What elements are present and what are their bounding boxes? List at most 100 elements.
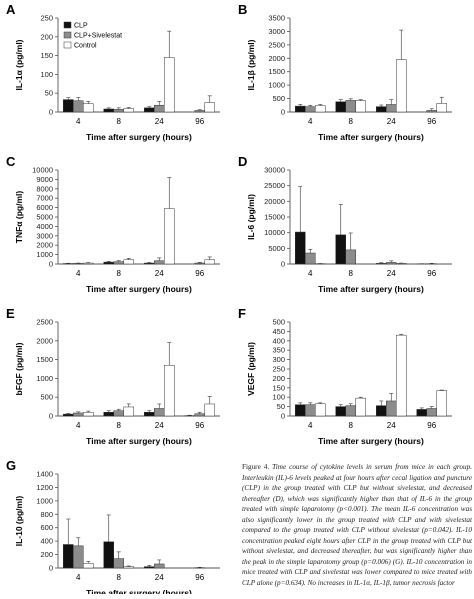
x-tick-label: 24	[387, 421, 396, 430]
bar	[114, 262, 124, 264]
y-tick-label: 300	[272, 355, 285, 364]
bar	[124, 260, 134, 264]
x-tick-label: 8	[349, 269, 354, 278]
y-tick-label: 0	[49, 260, 53, 269]
y-axis-label: TNFα (pg/ml)	[14, 191, 24, 244]
x-axis-label: Time after surgery (hours)	[86, 284, 192, 294]
bar	[144, 108, 154, 112]
bar	[195, 110, 205, 112]
legend-label: CLP+Sivelestat	[74, 33, 122, 40]
y-tick-label: 150	[272, 383, 285, 392]
panel-letter: E	[6, 306, 15, 321]
bar	[83, 263, 93, 264]
x-tick-label: 96	[195, 269, 204, 278]
y-axis-label: IL-6 (pg/ml)	[246, 194, 256, 240]
y-tick-label: 5000	[36, 213, 53, 222]
y-axis-label: IL-1β (pg/ml)	[246, 39, 256, 90]
bar	[164, 365, 174, 416]
bar	[124, 407, 134, 416]
y-tick-label: 25000	[264, 181, 285, 190]
bar	[63, 100, 73, 112]
y-tick-label: 200	[272, 374, 285, 383]
y-axis-label: bFGF (pg/ml)	[14, 342, 24, 395]
panel-letter: D	[238, 154, 247, 169]
bar	[386, 104, 396, 112]
y-tick-label: 100	[40, 70, 53, 79]
y-tick-label: 30000	[264, 166, 285, 175]
y-tick-label: 350	[272, 346, 285, 355]
y-tick-label: 0	[281, 260, 285, 269]
y-tick-label: 50	[45, 89, 53, 98]
bar	[427, 408, 437, 416]
y-tick-label: 1500	[268, 67, 285, 76]
x-tick-label: 8	[117, 573, 122, 582]
x-tick-label: 96	[195, 573, 204, 582]
bar	[73, 101, 83, 112]
caption-text: Time course of cytokine levels in serum …	[242, 463, 472, 587]
bar	[305, 405, 315, 416]
caption-label: Figure 4.	[242, 463, 269, 471]
y-tick-label: 10000	[32, 166, 53, 175]
bar	[195, 263, 205, 264]
y-tick-label: 250	[40, 14, 53, 23]
y-tick-label: 0	[281, 412, 285, 421]
bar	[336, 407, 346, 416]
x-tick-label: 4	[308, 117, 313, 126]
y-tick-label: 500	[272, 318, 285, 327]
x-tick-label: 4	[76, 269, 81, 278]
y-tick-label: 2000	[36, 336, 53, 345]
bar	[114, 109, 124, 112]
y-tick-label: 2000	[268, 54, 285, 63]
y-tick-label: 8000	[36, 184, 53, 193]
y-tick-label: 150	[40, 51, 53, 60]
bar	[346, 250, 356, 264]
x-tick-label: 96	[427, 269, 436, 278]
bar	[205, 260, 215, 264]
y-tick-label: 600	[40, 523, 53, 532]
x-tick-label: 4	[76, 421, 81, 430]
bar	[144, 263, 154, 264]
bar	[124, 567, 134, 568]
bar	[154, 261, 164, 264]
bar	[144, 412, 154, 416]
bar	[396, 60, 406, 112]
bar	[114, 559, 124, 568]
x-axis-label: Time after surgery (hours)	[86, 588, 192, 594]
x-tick-label: 24	[155, 269, 164, 278]
bar	[63, 414, 73, 416]
y-tick-label: 9000	[36, 175, 53, 184]
y-tick-label: 200	[40, 32, 53, 41]
y-tick-label: 7000	[36, 194, 53, 203]
bar	[195, 414, 205, 416]
bar	[305, 253, 315, 264]
bar	[376, 406, 386, 416]
y-tick-label: 450	[272, 327, 285, 336]
x-tick-label: 24	[387, 269, 396, 278]
y-tick-label: 0	[281, 108, 285, 117]
bar	[83, 412, 93, 416]
bar	[356, 398, 366, 416]
y-tick-label: 1000	[36, 496, 53, 505]
bar	[336, 235, 346, 264]
x-axis-label: Time after surgery (hours)	[318, 284, 424, 294]
bar	[73, 546, 83, 568]
y-tick-label: 4000	[36, 222, 53, 231]
y-tick-label: 3000	[268, 27, 285, 36]
bar	[154, 564, 164, 568]
bar	[346, 100, 356, 112]
x-tick-label: 96	[427, 421, 436, 430]
y-tick-label: 500	[40, 393, 53, 402]
y-tick-label: 400	[272, 336, 285, 345]
x-axis-label: Time after surgery (hours)	[318, 436, 424, 446]
y-tick-label: 20000	[264, 197, 285, 206]
y-tick-label: 3500	[268, 14, 285, 23]
y-tick-label: 100	[272, 393, 285, 402]
legend-swatch	[64, 42, 71, 48]
bar	[83, 563, 93, 568]
legend-label: CLP	[74, 23, 88, 30]
y-tick-label: 200	[40, 550, 53, 559]
